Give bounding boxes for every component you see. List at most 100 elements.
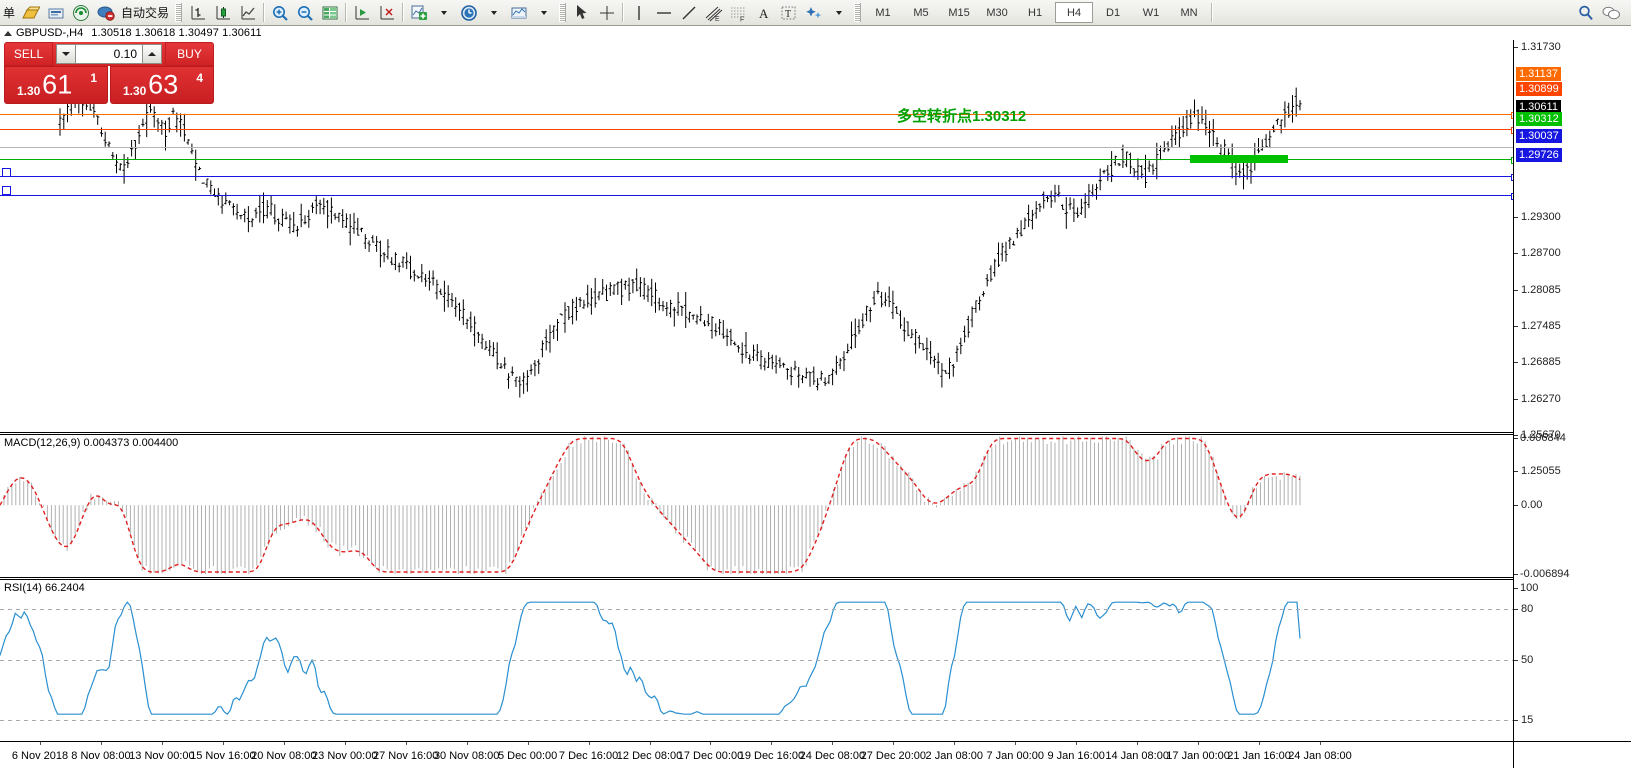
price-tag-1-29726[interactable]: 1.29726 — [1516, 148, 1562, 162]
level-line-1-31137[interactable] — [0, 112, 1513, 119]
price-tick-3: 1.28085 — [1514, 284, 1561, 296]
pane-divider-1[interactable] — [0, 432, 1631, 435]
volume-input[interactable]: 0.10 — [76, 44, 142, 64]
timeframe-h4[interactable]: H4 — [1055, 2, 1094, 23]
object-handle-blue-2[interactable] — [2, 186, 11, 195]
timeframe-h1[interactable]: H1 — [1028, 6, 1043, 19]
svg-text:F: F — [740, 16, 744, 22]
level-line-1-30899[interactable] — [0, 127, 1513, 134]
pane-divider-2[interactable] — [0, 577, 1631, 580]
rsi-pane[interactable]: RSI(14) 66.2404 — [0, 581, 1513, 741]
volume-increase-button[interactable] — [142, 44, 162, 64]
buy-button[interactable]: BUY — [165, 42, 214, 66]
search-icon[interactable] — [1574, 2, 1597, 23]
timeframe-mn[interactable]: MN — [1180, 6, 1198, 19]
buy-price-box[interactable]: 1.30 63 4 — [110, 66, 214, 104]
line-chart-icon[interactable] — [236, 2, 259, 23]
timeframe-m30[interactable]: M30 — [986, 6, 1008, 19]
bar-chart-icon[interactable] — [186, 2, 209, 23]
chat-icon[interactable] — [1599, 2, 1622, 23]
time-axis-tick — [1137, 742, 1139, 745]
candlestick-chart-icon[interactable] — [211, 2, 234, 23]
level-line-1-30037[interactable] — [0, 174, 1513, 181]
macd-title[interactable]: MACD(12,26,9) 0.004373 0.004400 — [4, 437, 179, 449]
broadcast-icon[interactable] — [69, 2, 92, 23]
chart-shift-icon[interactable] — [375, 2, 398, 23]
chart-annotation-text[interactable]: 多空转折点1.30312 — [897, 108, 1027, 125]
timeframe-w1[interactable]: W1 — [1142, 6, 1160, 19]
trend-line-icon[interactable] — [677, 2, 700, 23]
timeframe-m15[interactable]: M15 — [948, 6, 970, 19]
time-axis-label: 9 Jan 16:00 — [1047, 750, 1105, 762]
shapes-icon[interactable] — [802, 2, 825, 23]
time-axis-label: 15 Nov 16:00 — [190, 750, 256, 762]
oct-header-row: SELL 0.10 BUY — [4, 42, 214, 66]
volume-stepper[interactable]: 0.10 — [53, 42, 165, 66]
macd-pane[interactable]: MACD(12,26,9) 0.004373 0.004400 — [0, 436, 1513, 575]
level-line-1-30312[interactable] — [0, 157, 1513, 164]
templates-dropdown-caret[interactable] — [532, 2, 555, 23]
rsi-scale-100: 100 — [1514, 582, 1538, 594]
time-axis-label: 8 Nov 08:00 — [71, 750, 131, 762]
time-axis[interactable]: 6 Nov 2018 8 Nov 08:00 13 Nov 00:00 15 Nov … — [0, 741, 1513, 768]
price-chart-pane[interactable]: 多空转折点1.30312 — [0, 40, 1513, 432]
collapse-triangle-icon[interactable] — [4, 30, 12, 36]
time-axis-label: 2 Jan 08:00 — [925, 750, 984, 762]
time-axis-label: 7 Jan 00:00 — [986, 750, 1044, 762]
price-tick-5: 1.26885 — [1514, 356, 1561, 368]
crosshair-icon[interactable] — [595, 2, 618, 23]
shapes-dropdown-caret[interactable] — [827, 2, 850, 23]
indicator-dropdown-caret[interactable] — [432, 2, 455, 23]
toolbar-separator-5 — [1211, 3, 1213, 22]
sell-price-box[interactable]: 1.30 61 1 — [4, 66, 108, 104]
toolbar-grip[interactable] — [175, 3, 183, 22]
autotrade-label[interactable]: 自动交易 — [121, 6, 170, 20]
object-handle-blue-1[interactable] — [2, 168, 11, 177]
price-tag-1-30037[interactable]: 1.30037 — [1516, 129, 1562, 143]
toolbar-grip-3[interactable] — [854, 3, 862, 22]
zoom-out-icon[interactable] — [293, 2, 316, 23]
time-axis-label: 5 Dec 00:00 — [497, 750, 558, 762]
time-axis-label: 27 Dec 20:00 — [860, 750, 927, 762]
timeframe-d1[interactable]: D1 — [1106, 6, 1121, 19]
timeframe-m1[interactable]: M1 — [875, 6, 891, 19]
fibonacci-icon[interactable]: F — [727, 2, 750, 23]
time-axis-tick — [649, 742, 651, 745]
green-highlight-bar[interactable] — [1190, 155, 1288, 163]
volume-decrease-button[interactable] — [56, 44, 76, 64]
price-tick-4: 1.27485 — [1514, 320, 1561, 332]
cursor-icon[interactable] — [570, 2, 593, 23]
sell-button[interactable]: SELL — [4, 42, 53, 66]
equidistant-channel-icon[interactable]: E — [702, 2, 725, 23]
vertical-line-icon[interactable] — [627, 2, 650, 23]
level-line-1-29726[interactable] — [0, 193, 1513, 200]
gold-bar-icon[interactable] — [19, 2, 42, 23]
one-click-trading-panel[interactable]: SELL 0.10 BUY 1.30 61 1 1.30 63 4 — [4, 42, 214, 104]
horizontal-line-icon[interactable] — [652, 2, 675, 23]
price-scale[interactable]: 1.31730 1.29300 1.28700 1.28085 1.27485 … — [1513, 40, 1631, 741]
text-box-icon[interactable]: T — [777, 2, 800, 23]
price-tag-1-30899[interactable]: 1.30899 — [1516, 82, 1562, 96]
time-axis-label: 17 Dec 00:00 — [677, 750, 744, 762]
rsi-title[interactable]: RSI(14) 66.2404 — [4, 582, 85, 594]
time-axis-tick — [405, 742, 407, 745]
period-dropdown-caret[interactable] — [482, 2, 505, 23]
auto-scroll-icon[interactable] — [350, 2, 373, 23]
buy-price-fraction: 4 — [196, 71, 203, 85]
rsi-scale-15: 15 — [1514, 714, 1533, 726]
templates-icon[interactable] — [507, 2, 530, 23]
zoom-in-icon[interactable] — [268, 2, 291, 23]
price-tag-1-30312[interactable]: 1.30312 — [1516, 112, 1562, 126]
add-indicator-icon[interactable] — [407, 2, 430, 23]
price-tick-8: 1.25055 — [1514, 465, 1561, 477]
text-label-icon[interactable]: A — [752, 2, 775, 23]
timeframe-m5[interactable]: M5 — [913, 6, 929, 19]
autotrade-shield-icon[interactable] — [94, 2, 117, 23]
price-tag-1-31137[interactable]: 1.31137 — [1516, 67, 1561, 81]
print-preview-icon[interactable] — [44, 2, 67, 23]
svg-text:A: A — [759, 6, 769, 21]
toolbar-grip-2[interactable] — [559, 3, 567, 22]
period-clock-icon[interactable] — [457, 2, 480, 23]
grid-icon[interactable] — [318, 2, 341, 23]
